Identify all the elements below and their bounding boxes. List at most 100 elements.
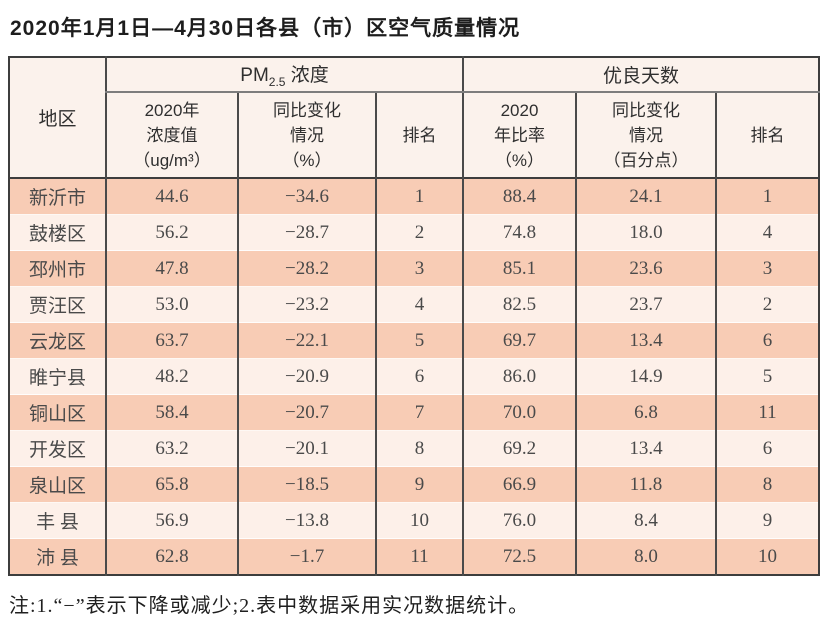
cell-pm-change: −28.2 [237,250,376,287]
air-quality-table: 地区 PM2.5 浓度 优良天数 2020年 浓度值 （ug/m³） 同比变化 … [8,56,821,576]
cell-good-change: 14.9 [575,358,716,395]
cell-pm-value: 47.8 [105,250,238,287]
pm25-label-rest: 浓度 [285,65,329,87]
pm25-label-subscript: 2.5 [268,74,286,89]
cell-pm-rank: 3 [375,250,463,287]
cell-region: 云龙区 [9,322,106,359]
cell-region: 沛 县 [9,538,106,576]
cell-pm-rank: 1 [375,178,463,215]
cell-good-change: 23.7 [575,286,716,323]
cell-pm-value: 63.2 [105,430,238,467]
cell-pm-change: −20.7 [237,394,376,431]
cell-pm-change: −23.2 [237,286,376,323]
cell-good-rank: 11 [714,394,820,431]
cell-good-rank: 10 [714,538,820,576]
cell-good-rate: 86.0 [462,358,576,395]
table-header: 地区 PM2.5 浓度 优良天数 2020年 浓度值 （ug/m³） 同比变化 … [9,57,820,178]
cell-region: 铜山区 [9,394,106,431]
column-header-pm-rank: 排名 [375,92,463,178]
cell-pm-rank: 9 [375,466,463,503]
cell-pm-change: −13.8 [237,502,376,539]
pm25-label-main: PM [240,65,269,87]
cell-good-change: 13.4 [575,430,716,467]
cell-pm-value: 63.7 [105,322,238,359]
cell-good-rank: 8 [714,466,820,503]
cell-pm-rank: 11 [375,538,463,576]
cell-good-rank: 6 [714,430,820,467]
cell-pm-rank: 7 [375,394,463,431]
table-row: 云龙区 63.7 −22.1 5 69.7 13.4 6 [9,322,820,359]
cell-good-rank: 3 [714,250,820,287]
cell-pm-value: 56.9 [105,502,238,539]
cell-pm-change: −28.7 [237,214,376,251]
cell-good-rate: 70.0 [462,394,576,431]
cell-good-rate: 85.1 [462,250,576,287]
cell-pm-value: 56.2 [105,214,238,251]
cell-region: 邳州市 [9,250,106,287]
cell-region: 鼓楼区 [9,214,106,251]
column-header-good-rank: 排名 [714,92,820,178]
cell-region: 丰 县 [9,502,106,539]
cell-pm-change: −34.6 [237,178,376,215]
table-row: 鼓楼区 56.2 −28.7 2 74.8 18.0 4 [9,214,820,251]
cell-good-rank: 9 [714,502,820,539]
cell-good-rate: 74.8 [462,214,576,251]
table-body: 新沂市 44.6 −34.6 1 88.4 24.1 1 鼓楼区 56.2 −2… [9,178,820,576]
table-row: 新沂市 44.6 −34.6 1 88.4 24.1 1 [9,178,820,215]
table-sub-header-row: 2020年 浓度值 （ug/m³） 同比变化 情况 （%） 排名 2020 年比… [9,92,820,178]
cell-pm-change: −20.9 [237,358,376,395]
cell-good-change: 8.4 [575,502,716,539]
cell-good-rate: 82.5 [462,286,576,323]
cell-good-rank: 1 [714,178,820,215]
cell-pm-value: 58.4 [105,394,238,431]
cell-good-rank: 6 [714,322,820,359]
cell-good-rate: 76.0 [462,502,576,539]
cell-good-rate: 72.5 [462,538,576,576]
cell-good-rank: 4 [714,214,820,251]
cell-pm-rank: 10 [375,502,463,539]
table-row: 铜山区 58.4 −20.7 7 70.0 6.8 11 [9,394,820,431]
column-header-pm-value: 2020年 浓度值 （ug/m³） [105,92,238,178]
cell-pm-change: −18.5 [237,466,376,503]
cell-good-change: 11.8 [575,466,716,503]
cell-good-change: 18.0 [575,214,716,251]
cell-good-rate: 66.9 [462,466,576,503]
cell-good-change: 23.6 [575,250,716,287]
cell-pm-rank: 2 [375,214,463,251]
cell-good-rate: 69.7 [462,322,576,359]
cell-pm-rank: 6 [375,358,463,395]
table-group-header-row: 地区 PM2.5 浓度 优良天数 [9,57,820,178]
cell-good-rate: 88.4 [462,178,576,215]
column-group-good-days: 优良天数 [461,57,820,93]
cell-region: 新沂市 [9,178,106,215]
table-row: 泉山区 65.8 −18.5 9 66.9 11.8 8 [9,466,820,503]
table-row: 睢宁县 48.2 −20.9 6 86.0 14.9 5 [9,358,820,395]
column-header-region: 地区 [9,57,106,178]
cell-good-change: 6.8 [575,394,716,431]
cell-region: 贾汪区 [9,286,106,323]
cell-pm-rank: 5 [375,322,463,359]
cell-pm-value: 44.6 [105,178,238,215]
cell-region: 开发区 [9,430,106,467]
column-group-pm25: PM2.5 浓度 [105,57,463,93]
footnote: 注:1.“−”表示下降或减少;2.表中数据采用实况数据统计。 [9,595,530,617]
cell-pm-change: −22.1 [237,322,376,359]
cell-good-change: 13.4 [575,322,716,359]
table-row: 开发区 63.2 −20.1 8 69.2 13.4 6 [9,430,820,467]
cell-good-rank: 2 [714,286,820,323]
table-row: 丰 县 56.9 −13.8 10 76.0 8.4 9 [9,502,820,539]
table-row: 贾汪区 53.0 −23.2 4 82.5 23.7 2 [9,286,820,323]
cell-pm-rank: 4 [375,286,463,323]
cell-good-change: 8.0 [575,538,716,576]
column-header-good-change: 同比变化 情况 （百分点） [575,92,716,178]
table-row: 邳州市 47.8 −28.2 3 85.1 23.6 3 [9,250,820,287]
page-title: 2020年1月1日—4月30日各县（市）区空气质量情况 [10,17,521,40]
cell-pm-rank: 8 [375,430,463,467]
cell-pm-value: 65.8 [105,466,238,503]
cell-pm-value: 48.2 [105,358,238,395]
column-header-good-rate: 2020 年比率 （%） [462,92,576,178]
cell-pm-change: −20.1 [237,430,376,467]
cell-pm-change: −1.7 [237,538,376,576]
table-row: 沛 县 62.8 −1.7 11 72.5 8.0 10 [9,538,820,576]
